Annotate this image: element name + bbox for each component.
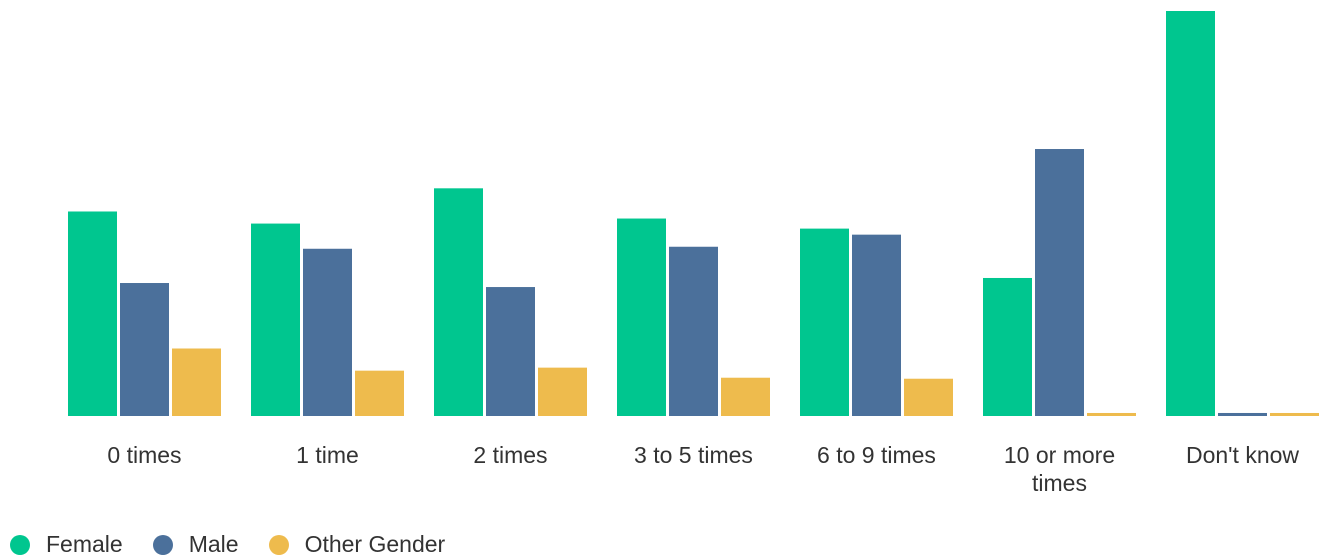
legend: Female Male Other Gender <box>10 531 475 558</box>
x-tick-label-10-or-more-times: 10 or more times <box>1004 442 1115 496</box>
bar-female-2-times <box>434 188 483 416</box>
bar-other-gender-10-or-more-times <box>1087 412 1136 416</box>
x-tick-label-6-to-9-times: 6 to 9 times <box>817 442 936 468</box>
bar-male-6-to-9-times <box>852 234 901 416</box>
bar-other-gender-don-t-know <box>1270 412 1319 416</box>
bar-other-gender-6-to-9-times <box>904 378 953 416</box>
bar-male-10-or-more-times <box>1035 149 1084 416</box>
bar-male-3-to-5-times <box>669 246 718 416</box>
bar-female-don-t-know <box>1166 11 1215 416</box>
bar-female-3-to-5-times <box>617 218 666 416</box>
bars-group <box>68 11 1319 416</box>
bar-other-gender-3-to-5-times <box>721 377 770 416</box>
bar-female-1-time <box>251 223 300 416</box>
x-tick-label-2-times: 2 times <box>473 442 547 468</box>
legend-item-other-gender: Other Gender <box>268 531 446 558</box>
legend-label-male: Male <box>188 531 239 557</box>
x-tick-label-1-time: 1 time <box>296 442 359 468</box>
bar-other-gender-0-times <box>172 348 221 416</box>
legend-swatch-male <box>152 534 173 555</box>
bar-male-2-times <box>486 287 535 416</box>
bar-male-0-times <box>120 283 169 416</box>
x-tick-label-don-t-know: Don't know <box>1186 442 1299 468</box>
bar-other-gender-1-time <box>355 370 404 416</box>
x-tick-label-0-times: 0 times <box>107 442 181 468</box>
bar-female-0-times <box>68 211 117 416</box>
bar-female-10-or-more-times <box>983 277 1032 416</box>
x-tick-label-3-to-5-times: 3 to 5 times <box>634 442 753 468</box>
legend-swatch-other-gender <box>268 534 289 555</box>
legend-item-male: Male <box>152 531 239 558</box>
legend-label-female: Female <box>46 531 123 557</box>
bar-male-1-time <box>303 248 352 416</box>
legend-item-female: Female <box>10 531 123 558</box>
bar-male-don-t-know <box>1218 412 1267 416</box>
legend-label-other-gender: Other Gender <box>304 531 446 557</box>
x-axis-tick-labels: 0 times 1 time 2 times 3 to 5 times 6 to 9 t… <box>107 442 1299 496</box>
bar-female-6-to-9-times <box>800 228 849 416</box>
bar-other-gender-2-times <box>538 367 587 416</box>
legend-swatch-female <box>10 534 30 555</box>
